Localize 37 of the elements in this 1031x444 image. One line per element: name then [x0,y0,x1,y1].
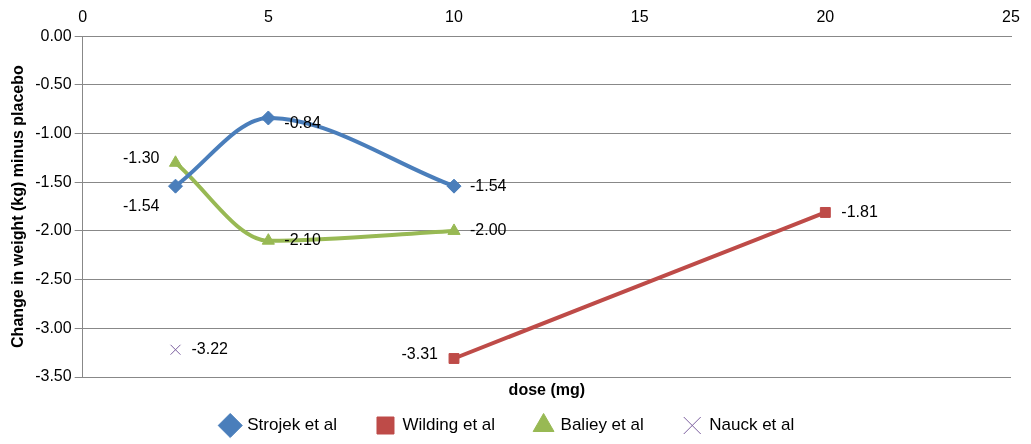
point [819,206,831,218]
point [260,110,276,126]
legend-label: Strojek et al [247,415,337,435]
x-tick-label: 20 [816,8,835,26]
x-tick-label: 0 [78,8,88,26]
point [168,155,183,167]
x-axis-title: dose (mg) [508,381,586,399]
point [446,178,462,194]
x-tick-label: 5 [263,8,273,26]
point [448,353,460,364]
point [170,344,181,356]
x-tick-label: 10 [445,8,463,26]
x-tick-label: 15 [630,8,649,26]
data-label: -2.10 [284,231,321,249]
data-label: -1.54 [470,176,507,194]
x-tick-label: 25 [1002,8,1020,26]
y-tick-label: -2.00 [35,221,72,239]
point [447,223,461,235]
y-tick-label: 0.00 [40,26,72,44]
y-tick-label: -0.50 [35,75,72,93]
legend-label: Baliey et al [560,415,644,435]
y-tick-label: -3.00 [35,318,72,336]
y-tick-label: -3.50 [35,367,72,385]
data-label: -2.00 [470,221,507,239]
data-label: -1.54 [123,196,160,214]
data-label: -3.31 [401,344,439,362]
y-tick-label: -1.00 [35,123,72,141]
data-label: -1.30 [123,149,160,167]
data-label: -1.81 [841,202,878,220]
data-label: -3.22 [191,340,229,358]
y-tick-label: -2.50 [35,270,72,288]
y-tick-label: -1.50 [35,172,72,190]
legend-label: Wilding et al [402,415,496,435]
point [168,178,183,194]
legend-label: Nauck et al [709,415,795,435]
y-axis-title: Change in weight (kg) minus placebo [9,65,27,348]
point [261,233,275,245]
